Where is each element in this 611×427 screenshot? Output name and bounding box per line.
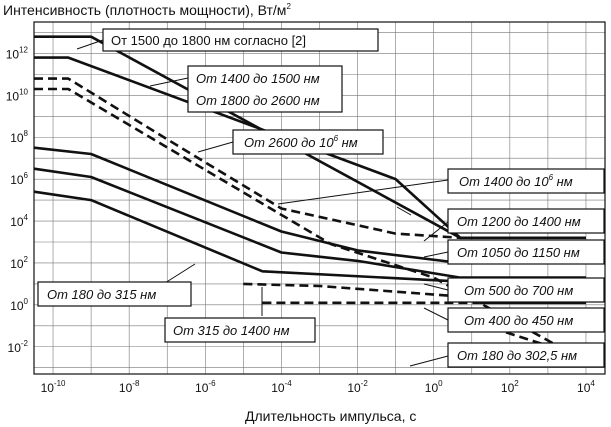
label-180-315: От 180 до 315 нм (37, 281, 192, 307)
x-tick-label: 100 (425, 379, 443, 395)
series-line (243, 282, 461, 298)
svg-text:От 315 до 1400 нм: От 315 до 1400 нм (173, 323, 290, 338)
leader-tick (396, 206, 412, 216)
y-tick-label: 1010 (6, 87, 29, 103)
svg-text:От 500 до 700 нм: От 500 до 700 нм (464, 283, 573, 298)
svg-text:От 1500 до 1800 нм согласно [2: От 1500 до 1800 нм согласно [2] (111, 33, 306, 48)
svg-text:От 180 до 315 нм: От 180 до 315 нм (47, 287, 156, 302)
svg-text:От 180 до 302,5 нм: От 180 до 302,5 нм (457, 348, 577, 363)
leader-line (409, 355, 449, 367)
x-tick-label: 102 (501, 379, 519, 395)
leader-line (423, 251, 449, 258)
leader-line (423, 221, 449, 242)
leader-line (164, 263, 196, 284)
y-tick-label: 1012 (6, 45, 29, 61)
x-tick-label: 10-4 (271, 379, 292, 395)
label-1400-1e6: От 1400 до 106 нм (447, 168, 605, 194)
x-tick-label: 10-10 (41, 379, 66, 395)
svg-text:От 400 до 450 нм: От 400 до 450 нм (464, 313, 573, 328)
label-1500-1800: От 1500 до 1800 нм согласно [2] (102, 28, 379, 52)
leader-line (76, 39, 104, 50)
svg-text:От 1400 до 1500 нм: От 1400 до 1500 нм (196, 71, 320, 86)
label-180-302-5: От 180 до 302,5 нм (447, 342, 605, 368)
leader-line (423, 283, 449, 291)
label-400-450: От 400 до 450 нм (447, 307, 605, 333)
y-axis-title: Интенсивность (плотность мощности), Вт/м… (3, 2, 291, 18)
label-1400-1500-and-1800-2600: От 1400 до 1500 нм От 1800 до 2600 нм (187, 65, 343, 113)
x-axis-title: Длительность импульса, с (245, 408, 416, 424)
series-line (33, 190, 587, 290)
x-tick-label: 10-8 (119, 379, 140, 395)
label-1050-1150: От 1050 до 1150 нм (447, 239, 605, 265)
y-tick-label: 102 (10, 255, 28, 271)
svg-text:От 1400 до 106 нм: От 1400 до 106 нм (459, 173, 573, 189)
y-tick-label: 10-2 (8, 339, 29, 355)
leader-line (277, 179, 449, 205)
series-line (34, 56, 462, 239)
svg-text:От 1050 до 1150 нм: От 1050 до 1150 нм (457, 245, 580, 260)
y-tick-labels: 1012 1010 108 106 104 102 100 10-2 (6, 45, 29, 354)
svg-text:От 1800 до 2600 нм: От 1800 до 2600 нм (196, 93, 320, 108)
series-line (34, 77, 461, 240)
y-axis-title-exponent: 2 (286, 2, 291, 11)
y-tick-label: 100 (10, 297, 28, 313)
y-tick-label: 106 (10, 171, 28, 187)
x-tick-label: 10-6 (195, 379, 216, 395)
label-500-700: От 500 до 700 нм (447, 277, 605, 303)
svg-text:От 2600 до 106 нм: От 2600 до 106 нм (244, 134, 358, 150)
leader-line (197, 141, 234, 153)
label-1200-1400: От 1200 до 1400 нм (447, 208, 605, 234)
y-tick-label: 108 (10, 129, 28, 145)
label-315-1400: От 315 до 1400 нм (164, 317, 316, 343)
leader-line (423, 307, 449, 321)
leader-lines (76, 39, 449, 367)
x-tick-label: 10-2 (347, 379, 368, 395)
label-2600-1e6: От 2600 до 106 нм (232, 129, 384, 155)
plot-area-border (33, 21, 606, 375)
x-tick-label: 104 (577, 379, 595, 395)
x-tick-labels: 10-10 10-8 10-6 10-4 10-2 100 102 104 (41, 379, 596, 395)
leader-line (149, 77, 189, 87)
svg-text:От 1200 до 1400 нм: От 1200 до 1400 нм (457, 214, 581, 229)
y-tick-label: 104 (10, 213, 28, 229)
